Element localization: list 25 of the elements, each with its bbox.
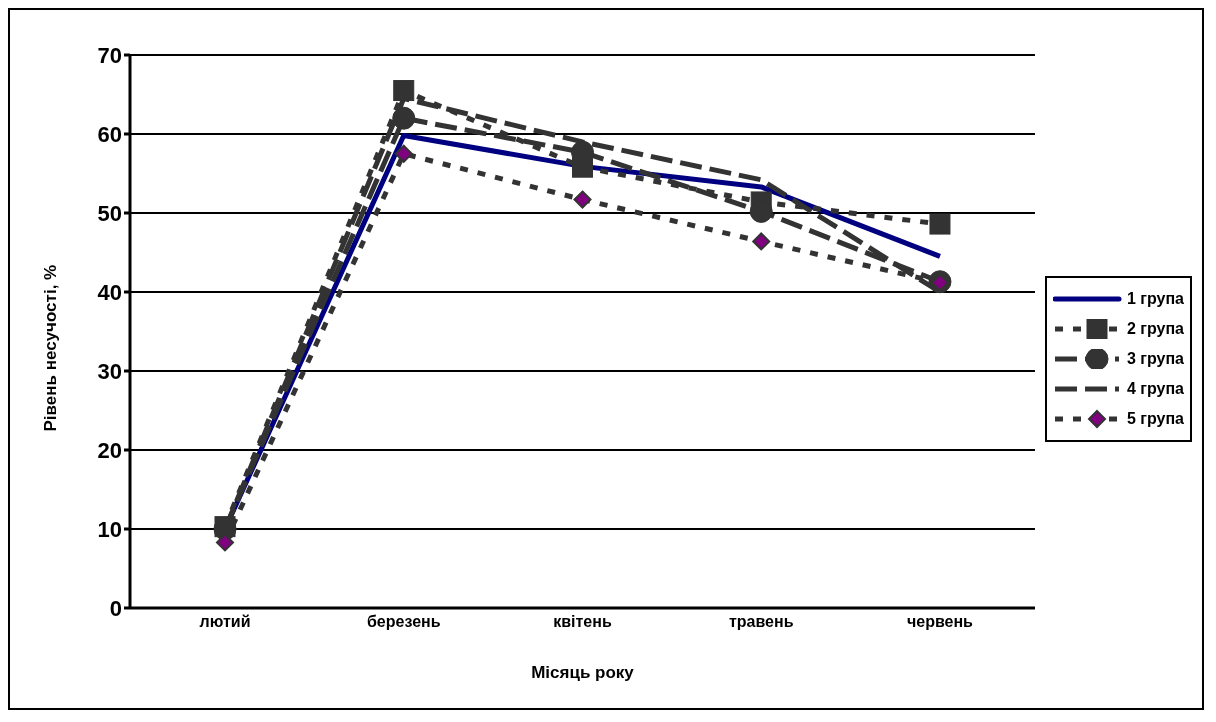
legend-label: 3 група	[1126, 350, 1184, 368]
y-tick-label: 30	[97, 358, 122, 384]
y-tick-label: 10	[97, 516, 122, 542]
y-tick-label: 60	[97, 121, 122, 147]
point	[929, 213, 951, 235]
x-tick-label: лютий	[199, 613, 251, 631]
point	[573, 190, 592, 209]
legend-label: 1 група	[1126, 290, 1184, 308]
y-tick-label: 50	[97, 200, 122, 226]
x-axis-title: Місяць року	[531, 663, 635, 682]
x-tick-label: червень	[906, 613, 974, 631]
point	[393, 80, 415, 102]
y-tick-label: 40	[97, 279, 122, 305]
point	[392, 106, 416, 130]
legend-label: 2 група	[1126, 320, 1184, 338]
y-tick-label: 20	[97, 437, 122, 463]
y-tick-label: 0	[109, 595, 122, 621]
legend-label: 5 група	[1126, 410, 1184, 428]
y-axis-title: Рівень несучості, %	[41, 264, 61, 432]
point	[752, 232, 771, 251]
x-tick-label: квітень	[553, 613, 612, 631]
y-tick-label: 70	[97, 42, 122, 68]
x-tick-label: травень	[728, 613, 794, 631]
x-tick-label: березень	[366, 613, 441, 631]
legend-label: 4 група	[1126, 380, 1184, 398]
